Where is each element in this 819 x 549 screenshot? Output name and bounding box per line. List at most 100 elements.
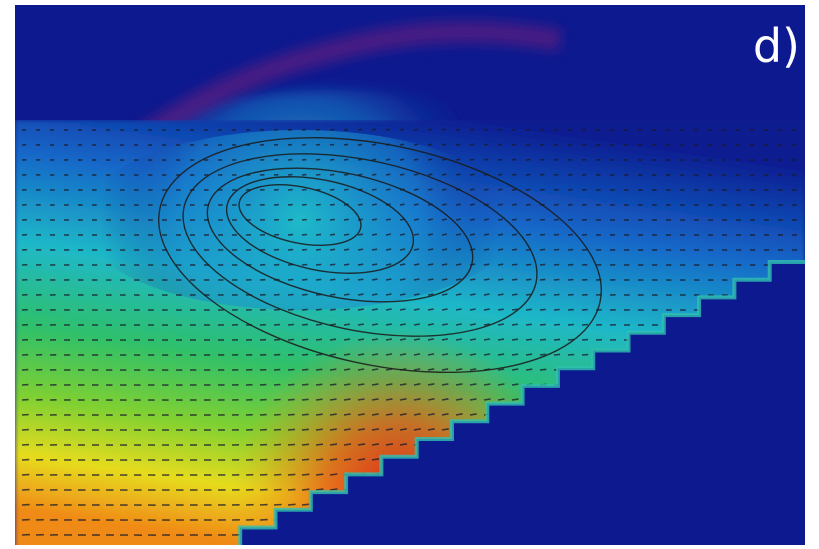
- vector-arrow: [554, 220, 559, 221]
- vector-arrow: [512, 339, 518, 340]
- vector-arrow: [358, 324, 364, 325]
- vector-arrow: [288, 474, 295, 475]
- vector-arrow: [456, 354, 462, 355]
- vector-arrow: [428, 354, 434, 355]
- vector-arrow: [372, 309, 378, 310]
- vector-arrow: [414, 159, 418, 160]
- vector-arrow: [372, 354, 378, 355]
- vector-arrow: [330, 219, 335, 220]
- vector-arrow: [540, 249, 545, 250]
- vector-arrow: [274, 385, 280, 386]
- vector-arrow: [442, 279, 447, 280]
- vector-arrow: [316, 489, 323, 490]
- vector-arrow: [288, 295, 294, 296]
- vector-arrow: [428, 249, 433, 250]
- vector-arrow: [414, 279, 419, 280]
- vector-arrow: [484, 234, 489, 235]
- vector-arrow: [470, 384, 476, 385]
- vector-arrow: [442, 354, 448, 355]
- vector-arrow: [372, 129, 376, 130]
- vector-arrow: [400, 234, 405, 235]
- vector-arrow: [400, 309, 406, 310]
- vector-arrow: [512, 354, 518, 355]
- vector-arrow: [414, 309, 420, 310]
- vector-arrow: [512, 249, 517, 250]
- vector-arrow: [288, 370, 294, 371]
- vector-arrow: [568, 355, 574, 356]
- vector-arrow: [358, 144, 362, 145]
- vector-arrow: [330, 130, 334, 131]
- vector-arrow: [414, 339, 420, 340]
- vector-arrow: [484, 189, 489, 190]
- vector-arrow: [316, 249, 321, 250]
- vector-arrow: [316, 160, 320, 161]
- vector-arrow: [344, 144, 348, 145]
- vector-arrow: [358, 339, 364, 340]
- vector-arrow: [526, 160, 530, 161]
- vector-arrow: [442, 174, 446, 175]
- vector-arrow: [414, 354, 420, 355]
- vector-arrow: [288, 310, 294, 311]
- vector-arrow: [428, 159, 432, 160]
- vector-arrow: [400, 264, 405, 265]
- vector-arrow: [372, 414, 379, 415]
- vector-arrow: [288, 280, 293, 281]
- vector-arrow: [512, 384, 518, 385]
- vector-arrow: [316, 219, 321, 220]
- vector-arrow: [358, 399, 365, 400]
- vector-arrow: [414, 174, 418, 175]
- vector-arrow: [400, 384, 406, 385]
- vector-arrow: [302, 309, 308, 310]
- vector-arrow: [316, 309, 322, 310]
- figure-panel: d): [0, 0, 819, 549]
- vector-arrow: [540, 160, 544, 161]
- vector-arrow: [526, 204, 531, 205]
- vector-arrow: [330, 444, 337, 445]
- vector-arrow: [470, 354, 476, 355]
- vector-arrow: [484, 354, 490, 355]
- vector-arrow: [386, 189, 391, 190]
- vector-arrow: [344, 264, 349, 265]
- vector-arrow: [358, 174, 362, 175]
- vector-arrow: [386, 309, 392, 310]
- vector-arrow: [498, 354, 504, 355]
- vector-arrow: [302, 279, 307, 280]
- vector-arrow: [344, 234, 349, 235]
- vector-arrow: [316, 474, 323, 475]
- vector-arrow: [414, 294, 420, 295]
- vector-arrow: [358, 309, 364, 310]
- vector-arrow: [316, 130, 320, 131]
- vector-arrow: [442, 309, 448, 310]
- vector-arrow: [470, 324, 476, 325]
- vector-arrow: [330, 204, 335, 205]
- vector-arrow: [554, 310, 560, 311]
- vector-arrow: [554, 325, 560, 326]
- vector-arrow: [386, 339, 392, 340]
- vector-arrow: [470, 279, 475, 280]
- vector-arrow: [344, 384, 350, 385]
- vector-arrow: [358, 294, 364, 295]
- vector-arrow: [414, 324, 420, 325]
- vector-arrow: [456, 324, 462, 325]
- vector-arrow: [456, 339, 462, 340]
- vector-arrow: [428, 144, 432, 145]
- vector-arrow: [442, 384, 448, 385]
- vector-arrow: [288, 429, 295, 430]
- vector-arrow: [512, 219, 517, 220]
- vector-arrow: [554, 280, 559, 281]
- vector-arrow: [498, 234, 503, 235]
- vector-arrow: [498, 174, 502, 175]
- vector-arrow: [512, 204, 517, 205]
- vector-arrow: [512, 189, 517, 190]
- vector-arrow: [484, 384, 490, 385]
- vector-arrow: [330, 249, 335, 250]
- vector-arrow: [414, 234, 419, 235]
- vector-arrow: [372, 144, 376, 145]
- vector-arrow: [540, 220, 545, 221]
- vector-arrow: [540, 279, 545, 280]
- vector-arrow: [428, 324, 434, 325]
- vector-arrow: [372, 294, 378, 295]
- vector-arrow: [400, 159, 404, 160]
- vector-arrow: [498, 144, 502, 145]
- vector-arrow: [498, 294, 504, 295]
